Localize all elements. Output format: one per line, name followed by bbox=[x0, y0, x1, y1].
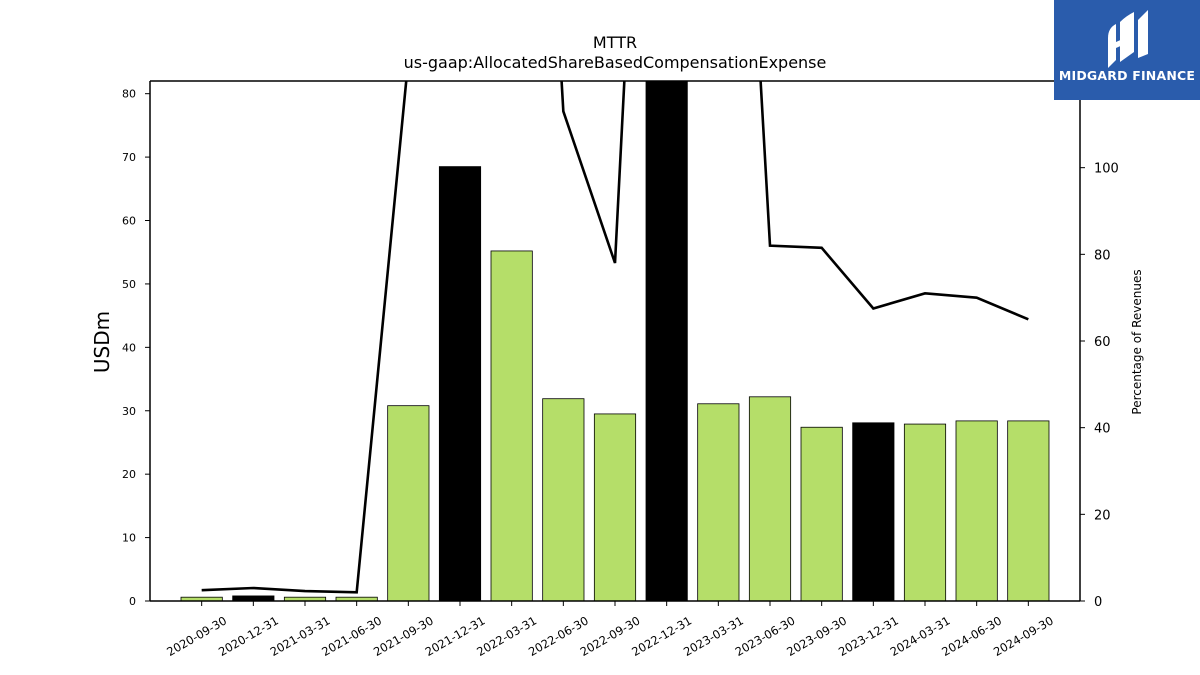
bar bbox=[438, 166, 482, 601]
logo-text: MIDGARD FINANCE bbox=[1058, 68, 1196, 83]
y-tick-label: 10 bbox=[122, 532, 136, 545]
bars-layer bbox=[180, 81, 1050, 601]
bar bbox=[232, 595, 275, 601]
y2-tick-label: 100 bbox=[1094, 162, 1119, 177]
percentage-line bbox=[201, 81, 1029, 594]
y-tick-label: 50 bbox=[122, 278, 136, 291]
y2-tick-label: 40 bbox=[1094, 422, 1111, 437]
bar bbox=[387, 405, 430, 601]
y-tick-label: 70 bbox=[122, 151, 136, 164]
bar bbox=[1007, 420, 1050, 601]
bar bbox=[800, 426, 843, 601]
y-axis-label: USDm bbox=[90, 311, 114, 373]
chart-subtitle: us-gaap:AllocatedShareBasedCompensationE… bbox=[404, 53, 827, 72]
bar bbox=[490, 250, 533, 601]
y-tick-label: 0 bbox=[129, 595, 136, 608]
y-tick-label: 60 bbox=[122, 215, 136, 228]
midgard-finance-logo: MIDGARD FINANCE bbox=[1054, 0, 1200, 100]
bar bbox=[542, 398, 585, 601]
bar bbox=[748, 396, 792, 601]
line-layer bbox=[201, 81, 1029, 594]
midgard-m-logo-icon bbox=[1108, 10, 1148, 68]
y2-tick-label: 80 bbox=[1094, 248, 1111, 263]
bar bbox=[697, 403, 740, 601]
y-tick-label: 20 bbox=[122, 468, 136, 481]
y-tick-label: 80 bbox=[122, 88, 136, 101]
y2-tick-label: 20 bbox=[1094, 508, 1111, 523]
bar bbox=[645, 81, 688, 601]
y2-axis-label: Percentage of Revenues bbox=[1130, 269, 1144, 414]
y2-tick-label: 0 bbox=[1094, 595, 1102, 610]
bar bbox=[852, 422, 895, 601]
bar bbox=[335, 596, 378, 601]
y-tick-label: 30 bbox=[122, 405, 136, 418]
y-tick-label: 40 bbox=[122, 341, 136, 354]
bar bbox=[903, 423, 947, 601]
bar bbox=[593, 413, 637, 601]
bar bbox=[180, 596, 223, 601]
chart-title: MTTR bbox=[593, 33, 637, 52]
bar bbox=[955, 420, 998, 601]
bar bbox=[283, 596, 327, 601]
y2-tick-label: 60 bbox=[1094, 335, 1111, 350]
